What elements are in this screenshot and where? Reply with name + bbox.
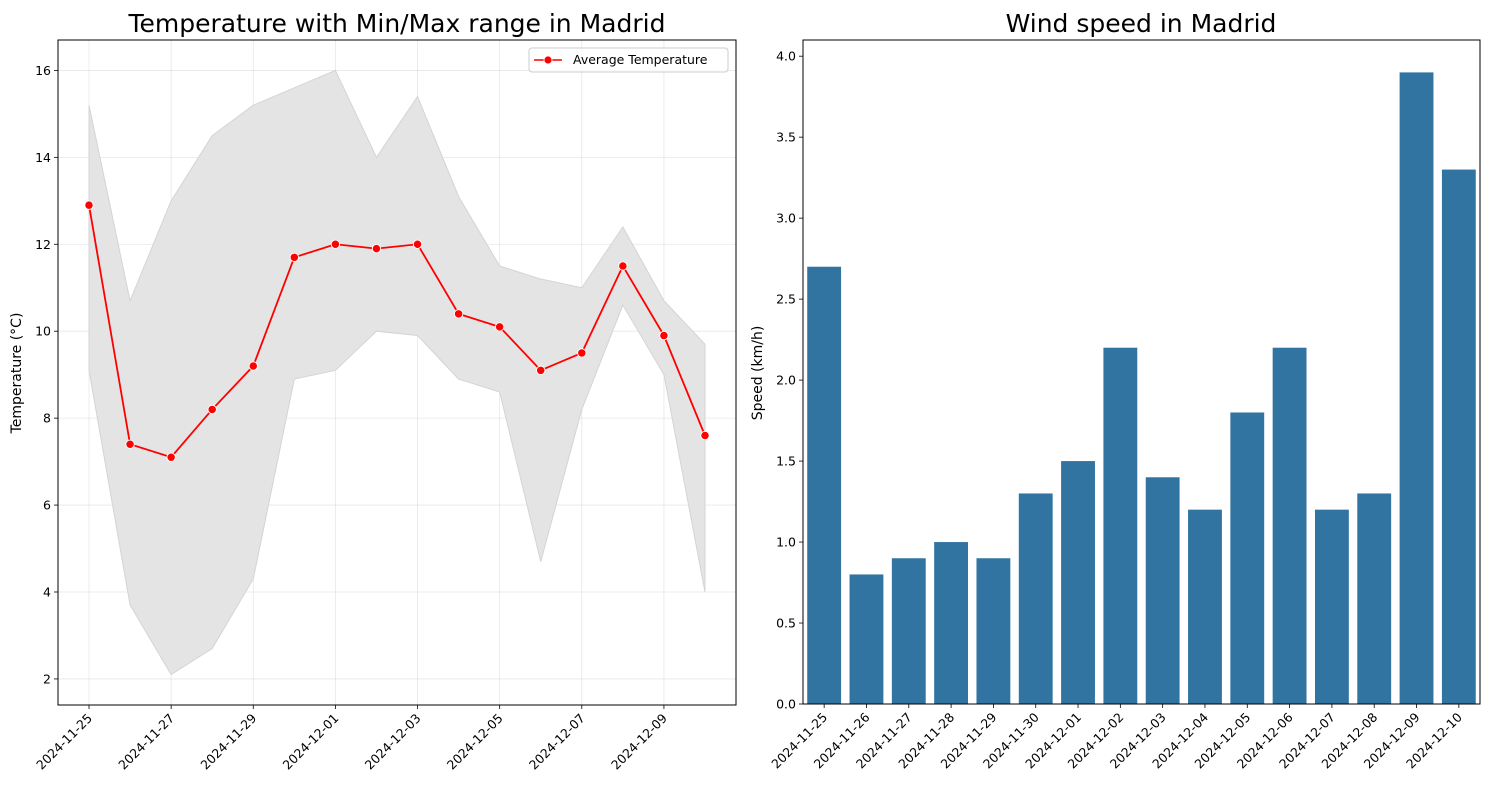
average-temperature-point	[700, 430, 710, 441]
average-temperature-point	[248, 361, 258, 371]
average-temperature-point	[536, 365, 546, 375]
wind-speed-bar	[934, 542, 969, 704]
legend-label: Average Temperature	[573, 52, 708, 67]
wind-speed-bar	[1314, 509, 1349, 704]
average-temperature-line	[88, 205, 706, 459]
wind-speed-bar	[1357, 493, 1392, 704]
wind-speed-bar	[1061, 461, 1095, 704]
wind-speed-bar	[891, 558, 926, 704]
wind-speed-bar	[1230, 412, 1265, 704]
y-tick-label: 3.0	[776, 211, 796, 226]
temperature-chart: Temperature with Min/Max range in Madrid…	[9, 9, 737, 772]
wind-speed-plot-frame	[802, 39, 1481, 705]
x-tick-label: 2024-11-29	[197, 710, 259, 772]
wind-speed-bar	[1145, 477, 1180, 704]
wind-speed-bar	[849, 574, 884, 704]
temperature-chart-title: Temperature with Min/Max range in Madrid	[128, 9, 666, 38]
average-temperature-point	[659, 330, 669, 341]
y-tick-label: 2.0	[776, 373, 796, 388]
y-tick-label: 10	[35, 324, 51, 339]
average-temperature-point	[125, 439, 135, 449]
wind-speed-bar	[1399, 72, 1434, 704]
wind-speed-bars	[807, 72, 1476, 704]
x-tick-label: 2024-12-05	[444, 711, 506, 773]
wind-speed-bar	[1272, 347, 1307, 704]
temperature-y-ticks: 2 4 6 8 10 12 14 16	[35, 63, 58, 686]
y-tick-label: 6	[43, 498, 51, 513]
wind-speed-chart-title: Wind speed in Madrid	[1006, 9, 1277, 38]
y-tick-label: 0.5	[776, 616, 796, 631]
average-temperature-point	[412, 239, 423, 249]
wind-speed-y-axis-label: Speed (km/h)	[750, 326, 766, 421]
legend-marker-swatch	[543, 55, 553, 65]
y-tick-label: 4.0	[776, 49, 796, 64]
average-temperature-point	[330, 239, 341, 249]
y-tick-label: 16	[35, 63, 51, 78]
average-temperature-point	[495, 322, 505, 332]
legend-box	[528, 47, 729, 73]
temperature-x-ticks: 2024-11-25 2024-11-27 2024-11-29 2024-12-01…	[33, 705, 670, 772]
y-tick-label: 2.5	[776, 292, 796, 307]
y-tick-label: 2	[43, 671, 51, 686]
average-temperature-point	[453, 309, 464, 319]
temperature-plot-frame	[57, 39, 737, 706]
x-tick-label: 2024-12-09	[608, 710, 670, 772]
wind-speed-bar	[1103, 347, 1138, 704]
x-tick-label: 2024-12-01	[280, 711, 342, 773]
average-temperature-point	[289, 252, 299, 262]
y-tick-label: 8	[43, 411, 51, 426]
wind-speed-bar	[1018, 493, 1053, 704]
wind-speed-bar	[1441, 169, 1476, 704]
wind-speed-bar	[976, 558, 1011, 704]
average-temperature-point	[84, 200, 94, 210]
x-tick-label: 2024-11-25	[33, 711, 95, 773]
temperature-legend: Average Temperature	[528, 47, 729, 73]
wind-speed-chart: Wind speed in Madrid Speed (km/h) 0.0 0.5…	[750, 9, 1481, 771]
wind-speed-bar	[807, 266, 842, 704]
y-tick-label: 14	[35, 150, 51, 165]
temperature-min-max-band	[88, 69, 706, 676]
y-tick-label: 0.0	[776, 697, 796, 712]
y-tick-label: 1.5	[776, 454, 796, 469]
y-tick-label: 3.5	[776, 130, 796, 145]
average-temperature-point	[207, 404, 217, 415]
average-temperature-point	[371, 243, 382, 254]
x-tick-label: 2024-12-03	[362, 711, 424, 773]
y-tick-label: 12	[35, 237, 51, 252]
x-tick-label: 2024-12-07	[526, 711, 588, 773]
x-tick-label: 2024-11-27	[115, 711, 177, 773]
average-temperature-point	[577, 348, 587, 358]
average-temperature-point	[166, 452, 176, 462]
y-tick-label: 4	[43, 584, 51, 599]
average-temperature-point	[618, 261, 628, 271]
temperature-y-axis-label: Temperature (°C)	[9, 313, 25, 435]
wind-speed-bar	[1188, 509, 1222, 704]
wind-speed-y-ticks: 0.0 0.5 1.0 1.5 2.0 2.5 3.0 3.5 4.0	[776, 49, 803, 712]
wind-speed-x-ticks: 2024-11-252024-11-262024-11-272024-11-28…	[768, 704, 1465, 771]
y-tick-label: 1.0	[776, 535, 796, 550]
average-temperature-markers	[84, 200, 710, 462]
